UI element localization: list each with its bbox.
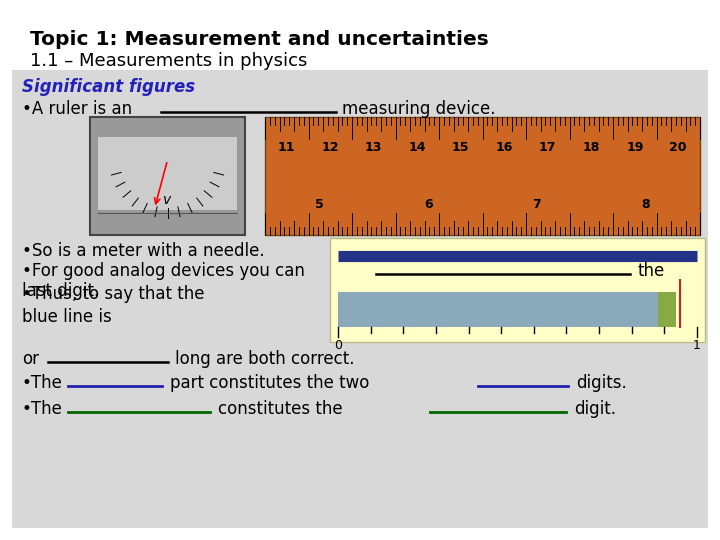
Text: 15: 15 xyxy=(452,141,469,154)
Text: 6: 6 xyxy=(424,198,433,211)
Text: digits.: digits. xyxy=(576,374,626,392)
Text: 18: 18 xyxy=(582,141,600,154)
Text: •The: •The xyxy=(22,374,63,392)
Text: constitutes the: constitutes the xyxy=(218,400,343,418)
Text: 13: 13 xyxy=(365,141,382,154)
Text: digit.: digit. xyxy=(574,400,616,418)
Text: part constitutes the two: part constitutes the two xyxy=(170,374,369,392)
Bar xyxy=(265,117,700,235)
Text: 8: 8 xyxy=(642,198,650,211)
Text: 19: 19 xyxy=(626,141,644,154)
Text: 1: 1 xyxy=(693,339,701,352)
Text: •The: •The xyxy=(22,400,63,418)
Text: or: or xyxy=(22,350,39,368)
Bar xyxy=(658,292,676,327)
Text: 0: 0 xyxy=(334,339,342,352)
Text: Significant figures: Significant figures xyxy=(22,78,195,96)
Bar xyxy=(330,238,705,342)
Text: 14: 14 xyxy=(408,141,426,154)
Bar xyxy=(338,292,663,327)
Text: v: v xyxy=(163,193,171,207)
Text: 17: 17 xyxy=(539,141,557,154)
Text: •Thus, to say that the: •Thus, to say that the xyxy=(22,285,204,303)
Text: 11: 11 xyxy=(278,141,295,154)
Text: 16: 16 xyxy=(495,141,513,154)
Text: •A ruler is an: •A ruler is an xyxy=(22,100,132,118)
Text: 12: 12 xyxy=(322,141,339,154)
Bar xyxy=(12,70,708,528)
Text: long are both correct.: long are both correct. xyxy=(175,350,354,368)
Text: Topic 1: Measurement and uncertainties: Topic 1: Measurement and uncertainties xyxy=(30,30,489,49)
Text: 7: 7 xyxy=(533,198,541,211)
Text: the: the xyxy=(638,262,665,280)
Text: •For good analog devices you can: •For good analog devices you can xyxy=(22,262,305,280)
Text: 5: 5 xyxy=(315,198,324,211)
Text: blue line is: blue line is xyxy=(22,308,112,326)
Text: 20: 20 xyxy=(670,141,687,154)
Text: measuring device.: measuring device. xyxy=(342,100,495,118)
Text: 1.1 – Measurements in physics: 1.1 – Measurements in physics xyxy=(30,52,307,70)
Bar xyxy=(90,117,245,235)
Bar xyxy=(98,137,237,210)
Text: •So is a meter with a needle.: •So is a meter with a needle. xyxy=(22,242,265,260)
Text: last digit.: last digit. xyxy=(22,282,99,300)
